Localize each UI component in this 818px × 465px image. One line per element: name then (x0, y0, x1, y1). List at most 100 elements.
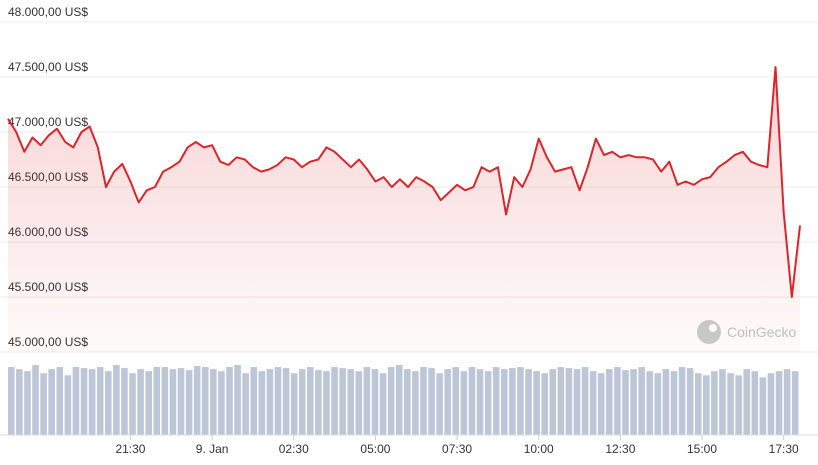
price-line (7, 66, 801, 298)
volume-bar (670, 371, 678, 435)
volume-bar (476, 369, 484, 435)
volume-bar (323, 371, 330, 435)
x-tick-label: 02:30 (279, 442, 309, 456)
volume-bar (711, 371, 718, 435)
volume-bar (395, 365, 403, 435)
volume-bar (759, 377, 767, 435)
volume-bar (355, 371, 363, 435)
x-tick-label: 05:00 (360, 442, 390, 456)
x-tick-label: 10:00 (524, 442, 554, 456)
volume-bar (274, 367, 282, 435)
volume-bar (783, 369, 791, 435)
volume-bar (614, 367, 621, 435)
volume-bar (468, 367, 476, 435)
watermark-text: CoinGecko (727, 324, 796, 340)
volume-bar (371, 369, 379, 435)
volume-bar (161, 367, 169, 435)
volume-bar (517, 367, 524, 435)
volume-bar (339, 368, 346, 435)
volume-bar (727, 373, 734, 435)
volume-bar (169, 369, 177, 435)
volume-bar (40, 373, 47, 435)
volume-bar (234, 365, 241, 435)
volume-bar (767, 373, 775, 435)
volume-bar (298, 369, 306, 435)
volume-bar (56, 367, 64, 435)
volume-bar (282, 368, 290, 435)
volume-bar (606, 369, 613, 435)
volume-bar (177, 368, 185, 435)
x-tick-label: 9. Jan (196, 442, 229, 456)
volume-bar (266, 369, 274, 435)
volume-bar (452, 367, 460, 435)
volume-bar (638, 367, 645, 435)
volume-bar (412, 371, 419, 435)
volume-bar (145, 371, 152, 435)
volume-bar (775, 371, 783, 435)
volume-bar (347, 369, 355, 435)
volume-bar (743, 369, 751, 435)
volume-bar (662, 369, 670, 435)
volume-bar (541, 373, 548, 435)
volume-bar (153, 367, 161, 435)
volume-bar (420, 367, 427, 435)
volume-bar (525, 369, 532, 435)
volume-bar (533, 371, 540, 435)
volume-bar (32, 365, 39, 435)
volume-bar (678, 367, 686, 435)
volume-bar (226, 367, 233, 435)
volume-bar (307, 367, 314, 435)
x-tick-label: 21:30 (115, 442, 145, 456)
volume-bar (565, 368, 573, 435)
volume-bar (387, 367, 395, 435)
x-tick-label: 15:00 (687, 442, 717, 456)
volume-bar (250, 367, 258, 435)
volume-bar (686, 368, 694, 435)
volume-bar (500, 369, 508, 435)
volume-bar (8, 367, 15, 435)
volume-bar (129, 373, 136, 435)
volume-bar (185, 370, 193, 435)
volume-bar (735, 375, 742, 435)
volume-bar (331, 367, 338, 435)
volume-bar (121, 368, 128, 435)
volume-bar (113, 365, 120, 435)
volume-bar (80, 368, 88, 435)
volume-bar (436, 373, 443, 435)
volume-bar (694, 373, 702, 435)
volume-bar (719, 369, 726, 435)
volume-bar (460, 371, 468, 435)
watermark: CoinGecko (697, 320, 796, 344)
volume-bar (654, 373, 662, 435)
y-tick-label: 47.000,00 US$ (8, 115, 88, 129)
volume-bar (218, 371, 225, 435)
x-tick-label: 12:30 (605, 442, 635, 456)
volume-bar (404, 369, 411, 435)
volume-bar (751, 371, 759, 435)
volume-bar (193, 366, 201, 435)
volume-bar (492, 367, 500, 435)
x-tick-label: 17:30 (769, 442, 799, 456)
y-tick-label: 47.500,00 US$ (8, 60, 88, 74)
volume-bar (24, 371, 31, 435)
volume-bar (549, 369, 557, 435)
volume-bar (16, 369, 23, 435)
y-tick-label: 48.000,00 US$ (8, 5, 88, 19)
volume-bar (379, 373, 387, 435)
volume-bar (444, 369, 451, 435)
volume-bar (484, 371, 492, 435)
volume-bar (315, 370, 322, 435)
volume-bar (646, 371, 654, 435)
volume-bar (137, 369, 144, 435)
volume-bar (201, 367, 209, 435)
volume-bar (509, 368, 516, 435)
volume-bar (557, 367, 565, 435)
volume-bar (104, 371, 112, 435)
volume-bar (573, 369, 581, 435)
volume-bar (242, 373, 249, 435)
volume-bar (72, 367, 80, 435)
volume-bar (48, 369, 55, 435)
volume-bar (581, 367, 589, 435)
volume-bar (428, 368, 435, 435)
